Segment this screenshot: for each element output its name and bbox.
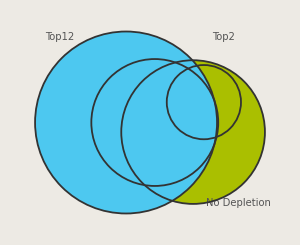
Text: Top12: Top12 xyxy=(45,32,74,41)
Text: No Depletion: No Depletion xyxy=(206,197,271,208)
Circle shape xyxy=(167,65,241,139)
Circle shape xyxy=(121,60,265,204)
Text: Top2: Top2 xyxy=(212,32,235,41)
Circle shape xyxy=(35,32,217,213)
Circle shape xyxy=(91,59,218,186)
